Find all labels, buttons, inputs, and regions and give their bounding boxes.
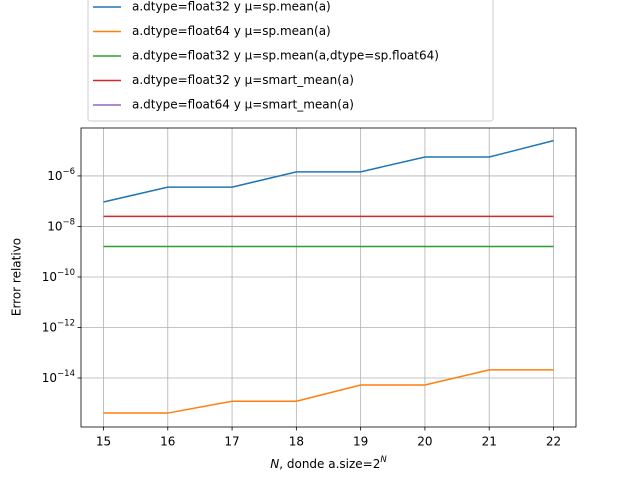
y-tick-label: 10−12 <box>42 318 75 334</box>
x-tick-label: 16 <box>160 435 175 449</box>
legend-frame <box>87 0 494 122</box>
x-tick-label: 20 <box>417 435 432 449</box>
x-axis-label: N, donde a.size=2N <box>270 455 387 471</box>
x-tick-label: 18 <box>289 435 304 449</box>
y-tick-label: 10−10 <box>42 267 75 283</box>
legend-label: a.dtype=float32 y μ=smart_mean(a) <box>132 73 354 87</box>
y-tick-label: 10−6 <box>47 166 75 182</box>
legend-label: a.dtype=float32 y μ=sp.mean(a,dtype=sp.f… <box>132 49 439 63</box>
y-axis-label: Error relativo <box>10 238 24 316</box>
series-line <box>103 369 554 414</box>
x-tick-label: 17 <box>224 435 239 449</box>
legend-label: a.dtype=float64 y μ=smart_mean(a) <box>132 98 354 112</box>
legend-label: a.dtype=float64 y μ=sp.mean(a) <box>132 24 331 38</box>
x-tick-label: 22 <box>546 435 561 449</box>
x-tick-label: 15 <box>96 435 111 449</box>
y-tick-label: 10−14 <box>42 369 75 385</box>
x-tick-label: 21 <box>482 435 497 449</box>
x-tick-label: 19 <box>353 435 368 449</box>
legend-label: a.dtype=float32 y μ=sp.mean(a) <box>132 0 331 14</box>
series-line <box>103 139 554 203</box>
y-tick-label: 10−8 <box>47 217 75 233</box>
axes-frame <box>80 127 577 428</box>
